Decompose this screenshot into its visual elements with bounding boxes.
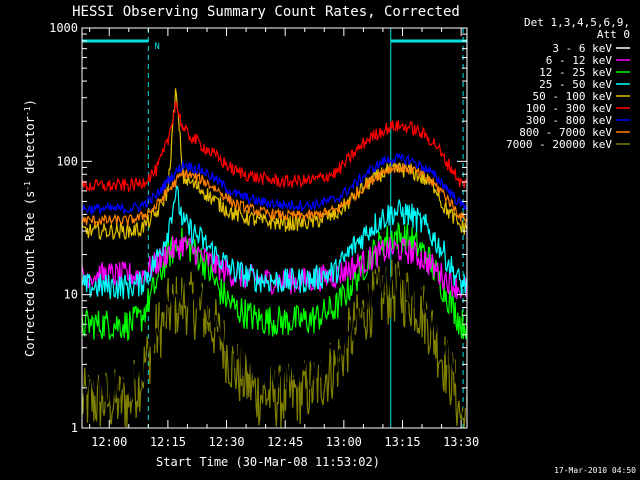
legend-header-line-2: Att 0	[597, 28, 630, 41]
legend-label-3: 25 - 50 keV	[539, 78, 612, 91]
timestamp: 17-Mar-2010 04:50	[554, 466, 636, 475]
x-axis: 12:00 12:15 12:30 12:45 13:00 13:15 13:30	[89, 28, 479, 449]
series-line-2	[81, 222, 468, 342]
plot-frame	[81, 27, 468, 429]
annotation-0: N	[154, 42, 159, 52]
y-axis-label-sup-2: -1	[23, 106, 32, 116]
legend-label-0: 3 - 6 keV	[552, 42, 612, 55]
y-axis-label-sup-1: -1	[23, 181, 32, 191]
series-line-6	[81, 152, 467, 216]
series-line-3	[81, 185, 468, 300]
series-line-1	[81, 235, 468, 300]
legend-label-6: 300 - 800 keV	[526, 114, 612, 127]
series-line-5	[81, 101, 468, 193]
y-axis-label-part-3: )	[23, 99, 37, 106]
series-line-7	[81, 163, 468, 226]
y-tick-label-3: 1000	[49, 21, 78, 35]
y-axis: 1 10 100 1000	[49, 21, 467, 435]
legend-label-1: 6 - 12 keV	[546, 54, 613, 67]
x-tick-label-1: 12:15	[150, 435, 186, 449]
legend-label-4: 50 - 100 keV	[533, 90, 613, 103]
legend-label-2: 12 - 25 keV	[539, 66, 612, 79]
x-tick-label-4: 13:00	[326, 435, 362, 449]
series-layer	[81, 88, 468, 429]
legend-label-7: 800 - 7000 keV	[519, 126, 612, 139]
series-line-0	[81, 266, 468, 419]
x-tick-label-0: 12:00	[91, 435, 127, 449]
y-axis-label-part-2: detector	[23, 116, 37, 181]
y-tick-label-0: 1	[71, 421, 78, 435]
y-tick-label-1: 10	[64, 288, 78, 302]
series-line-8	[81, 259, 468, 429]
y-axis-label-part-1: Corrected Count Rate (s	[23, 191, 37, 357]
series-line-4	[81, 88, 468, 241]
x-tick-label-6: 13:30	[443, 435, 479, 449]
legend-header-line-1: Det 1,3,4,5,6,9,	[524, 16, 630, 29]
chart-title: HESSI Observing Summary Count Rates, Cor…	[72, 4, 460, 20]
x-axis-label: Start Time (30-Mar-08 11:53:02)	[156, 455, 380, 469]
legend-label-8: 7000 - 20000 keV	[506, 138, 612, 151]
y-axis-label: Corrected Count Rate (s-1 detector-1)	[23, 99, 37, 357]
x-tick-label-2: 12:30	[208, 435, 244, 449]
y-tick-label-2: 100	[56, 154, 78, 168]
legend-label-5: 100 - 300 keV	[526, 102, 612, 115]
x-tick-label-5: 13:15	[384, 435, 420, 449]
x-tick-label-3: 12:45	[267, 435, 303, 449]
